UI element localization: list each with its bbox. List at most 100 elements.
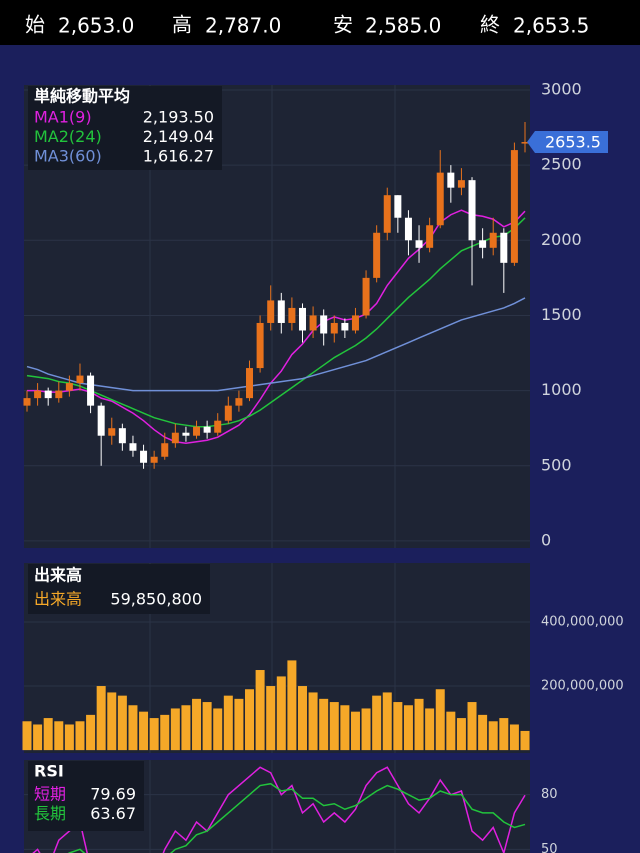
rsi-lines (32, 766, 526, 853)
volume-bar (467, 702, 477, 751)
y-tick-label: 500 (541, 455, 572, 474)
volume-bar (64, 724, 74, 751)
candle-body (404, 217, 412, 241)
header-label: 始 (25, 13, 45, 37)
candle-body (330, 322, 338, 334)
legend-box (28, 86, 222, 170)
volume-bar (435, 689, 445, 751)
candle-body (118, 428, 126, 444)
volume-bar (170, 708, 180, 751)
candle-body (277, 300, 285, 323)
legend-value: 59,850,800 (110, 590, 202, 609)
ma-line (26, 297, 526, 392)
volume-bar (107, 692, 117, 751)
candle-body (65, 383, 73, 391)
volume-bar (86, 714, 96, 751)
volume-bar (308, 692, 318, 751)
candle-body (224, 405, 232, 421)
volume-bar (509, 724, 519, 751)
legend-box (28, 761, 144, 831)
candle-body (108, 428, 116, 436)
volume-bar (382, 692, 392, 751)
candle-body (140, 450, 148, 463)
volume-bar (319, 698, 329, 751)
volume-bar (350, 711, 360, 751)
candle-body (34, 390, 42, 399)
candle-body (203, 426, 211, 433)
candle-body (23, 398, 31, 406)
candle-body (87, 375, 95, 406)
candle-body (76, 375, 84, 384)
candle-body (468, 180, 476, 241)
y-tick-label: 50 (541, 842, 558, 853)
volume-bar (446, 711, 456, 751)
candle-body (256, 322, 264, 369)
header-label: 終 (480, 13, 500, 37)
volume-bar (403, 705, 413, 751)
legend-title: 出来高 (34, 566, 82, 585)
candle-body (457, 180, 465, 188)
legend-name: 短期 (34, 785, 66, 804)
volume-bar (43, 718, 53, 751)
volume-bar (393, 702, 403, 751)
volume-bar (128, 705, 138, 751)
price-tag-label: 2653.5 (545, 133, 601, 152)
candle-body (55, 390, 63, 399)
header-value: 2,585.0 (365, 14, 441, 38)
candle-body (44, 390, 52, 399)
y-tick-label: 0 (541, 530, 551, 549)
volume-bar (149, 718, 159, 751)
candle-body (214, 420, 222, 433)
rsi-line (32, 766, 526, 853)
volume-bar (234, 698, 244, 751)
header-label: 高 (172, 13, 192, 37)
header-value: 2,653.0 (58, 14, 134, 38)
volume-bar (245, 689, 255, 751)
volume-bar (520, 730, 530, 751)
candle-body (351, 315, 359, 331)
candle-body (171, 432, 179, 444)
y-tick-label: 2500 (541, 155, 582, 174)
volume-bar (181, 705, 191, 751)
legend-name: MA1(9) (34, 108, 92, 127)
candle-body (383, 195, 391, 233)
candle-body (447, 172, 455, 188)
candle-body (489, 232, 497, 248)
volume-bar (425, 708, 435, 751)
y-tick-label: 1000 (541, 380, 582, 399)
volume-bar (117, 695, 127, 751)
volume-bar (456, 718, 466, 751)
rsi-line (67, 782, 526, 853)
y-tick-label: 200,000,000 (541, 679, 624, 694)
legend-name: 出来高 (34, 590, 82, 609)
volume-bar (54, 721, 64, 751)
volume-bar (22, 721, 32, 751)
volume-bar (414, 698, 424, 751)
candle-body (394, 195, 402, 218)
candle-body (521, 142, 529, 144)
legend-value: 2,193.50 (143, 108, 214, 127)
legend-name: 長期 (34, 804, 66, 823)
volume-bar (297, 686, 307, 751)
legend-value: 63.67 (90, 804, 136, 823)
volume-bar (202, 702, 212, 751)
volume-bar (213, 708, 223, 751)
volume-bar (478, 714, 488, 751)
volume-bar (75, 721, 85, 751)
volume-bar (340, 705, 350, 751)
candle-body (500, 232, 508, 263)
volume-bar (160, 714, 170, 751)
legend-title: 単純移動平均 (34, 87, 130, 106)
candle-body (298, 307, 306, 331)
candle-body (161, 443, 169, 457)
candle-body (341, 322, 349, 331)
ma-line (26, 217, 526, 428)
candle-body (129, 443, 137, 451)
volume-bar (96, 686, 106, 751)
candle-body (373, 232, 381, 278)
volume-bar (266, 686, 276, 751)
legend-value: 79.69 (90, 785, 136, 804)
volume-bar (361, 708, 371, 751)
volume-bar (329, 702, 339, 751)
candle-body (97, 405, 105, 436)
